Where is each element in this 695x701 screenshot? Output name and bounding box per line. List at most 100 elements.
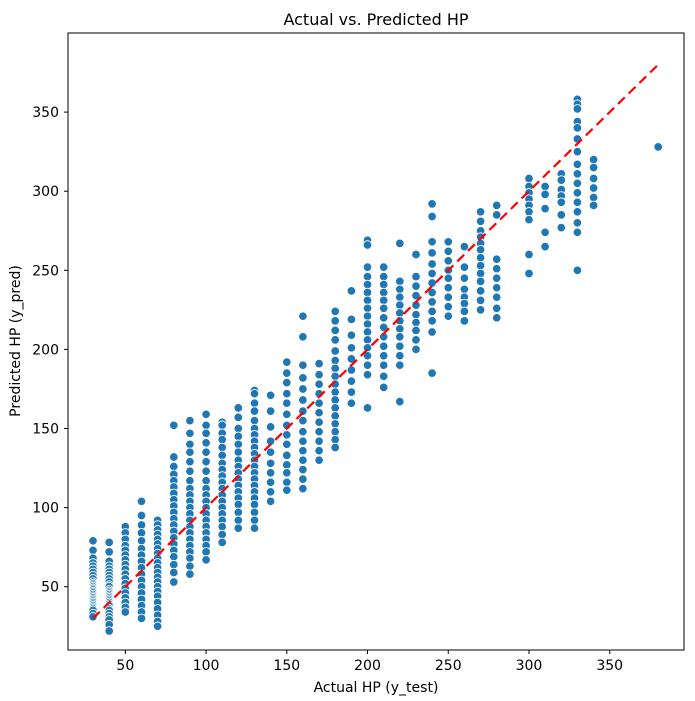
scatter-point	[314, 417, 324, 427]
scatter-point	[346, 398, 357, 408]
scatter-point	[459, 273, 470, 283]
scatter-point	[475, 305, 486, 315]
scatter-point	[282, 430, 292, 440]
x-tick-label: 150	[273, 658, 300, 674]
scatter-point	[330, 403, 340, 413]
scatter-point	[282, 450, 292, 461]
scatter-point	[201, 447, 211, 457]
scatter-point	[459, 316, 470, 326]
scatter-point	[395, 360, 405, 370]
scatter-point	[217, 521, 227, 532]
y-tick-label: 150	[32, 422, 59, 438]
scatter-point	[475, 252, 486, 263]
scatter-point	[120, 607, 131, 617]
scatter-point	[282, 485, 292, 495]
reference-line-layer	[92, 63, 659, 620]
scatter-point	[475, 295, 486, 306]
scatter-point	[298, 360, 308, 370]
scatter-point	[185, 456, 195, 467]
scatter-point	[378, 350, 389, 361]
scatter-point	[169, 551, 179, 562]
scatter-point	[588, 192, 599, 203]
scatter-point	[346, 387, 357, 397]
scatter-point	[475, 260, 486, 271]
scatter-point	[298, 415, 308, 426]
scatter-point	[362, 369, 373, 380]
scatter-point	[411, 249, 421, 260]
scatter-point	[298, 464, 308, 475]
scatter-point	[491, 263, 502, 274]
scatter-point	[475, 244, 486, 255]
x-tick-label: 100	[193, 658, 220, 674]
scatter-point	[265, 422, 276, 432]
scatter-point	[378, 295, 389, 306]
scatter-point	[491, 282, 502, 293]
plot-border	[67, 32, 685, 651]
scatter-point	[427, 316, 437, 326]
scatter-point	[443, 246, 454, 257]
scatter-point	[217, 434, 227, 445]
scatter-point	[298, 332, 308, 342]
scatter-point	[362, 262, 373, 272]
scatter-point	[201, 475, 211, 486]
scatter-point	[217, 420, 227, 431]
scatter-point	[378, 360, 389, 370]
scatter-point	[201, 438, 211, 448]
scatter-point	[475, 276, 486, 287]
scatter-point	[378, 382, 389, 393]
scatter-point	[459, 284, 470, 295]
scatter-point	[185, 439, 195, 450]
scatter-point	[282, 357, 292, 367]
scatter-point	[298, 436, 308, 446]
scatter-point	[524, 173, 534, 184]
scatter-point	[362, 350, 373, 361]
y-tick-label: 50	[41, 580, 59, 596]
scatter-point	[427, 259, 437, 269]
scatter-point	[427, 368, 437, 378]
scatter-point	[298, 483, 308, 494]
scatter-point	[233, 507, 244, 518]
scatter-point	[395, 341, 405, 351]
scatter-point	[572, 104, 583, 114]
scatter-point	[185, 569, 195, 579]
scatter-point	[233, 523, 244, 533]
scatter-point	[572, 188, 583, 198]
scatter-point	[185, 475, 195, 486]
scatter-point	[330, 411, 340, 421]
scatter-point	[169, 567, 179, 578]
scatter-point	[185, 415, 195, 426]
scatter-point	[346, 376, 357, 386]
scatter-point	[249, 507, 260, 518]
scatter-point	[427, 211, 437, 222]
scatter-point	[362, 403, 373, 413]
scatter-point	[411, 281, 421, 291]
scatter-point	[330, 325, 340, 336]
scatter-point	[330, 387, 340, 397]
scatter-point	[653, 142, 663, 152]
scatter-point	[265, 458, 276, 469]
scatter-point	[491, 254, 502, 264]
scatter-point	[362, 287, 373, 298]
scatter-point	[282, 439, 292, 450]
scatter-point	[395, 396, 405, 407]
scatter-point	[475, 207, 486, 217]
scatter-point	[330, 434, 340, 445]
scatter-point	[346, 286, 357, 296]
scatter-point	[136, 528, 147, 538]
scatter-point	[362, 303, 373, 314]
scatter-point	[282, 368, 292, 378]
scatter-point	[427, 278, 437, 288]
scatter-point	[524, 214, 534, 225]
scatter-point	[298, 373, 308, 383]
scatter-point	[249, 515, 260, 526]
scatter-point	[314, 369, 324, 380]
scatter-point	[491, 273, 502, 283]
scatter-point	[540, 203, 550, 214]
scatter-point	[249, 388, 260, 399]
axes-layer: 50 100 150 200 250 300 350 50 100 150 200 250 300 350	[32, 32, 685, 674]
scatter-point	[265, 406, 276, 416]
scatter-point	[362, 319, 373, 329]
scatter-point	[459, 298, 470, 309]
scatter-point	[491, 292, 502, 302]
scatter-point	[88, 536, 98, 546]
